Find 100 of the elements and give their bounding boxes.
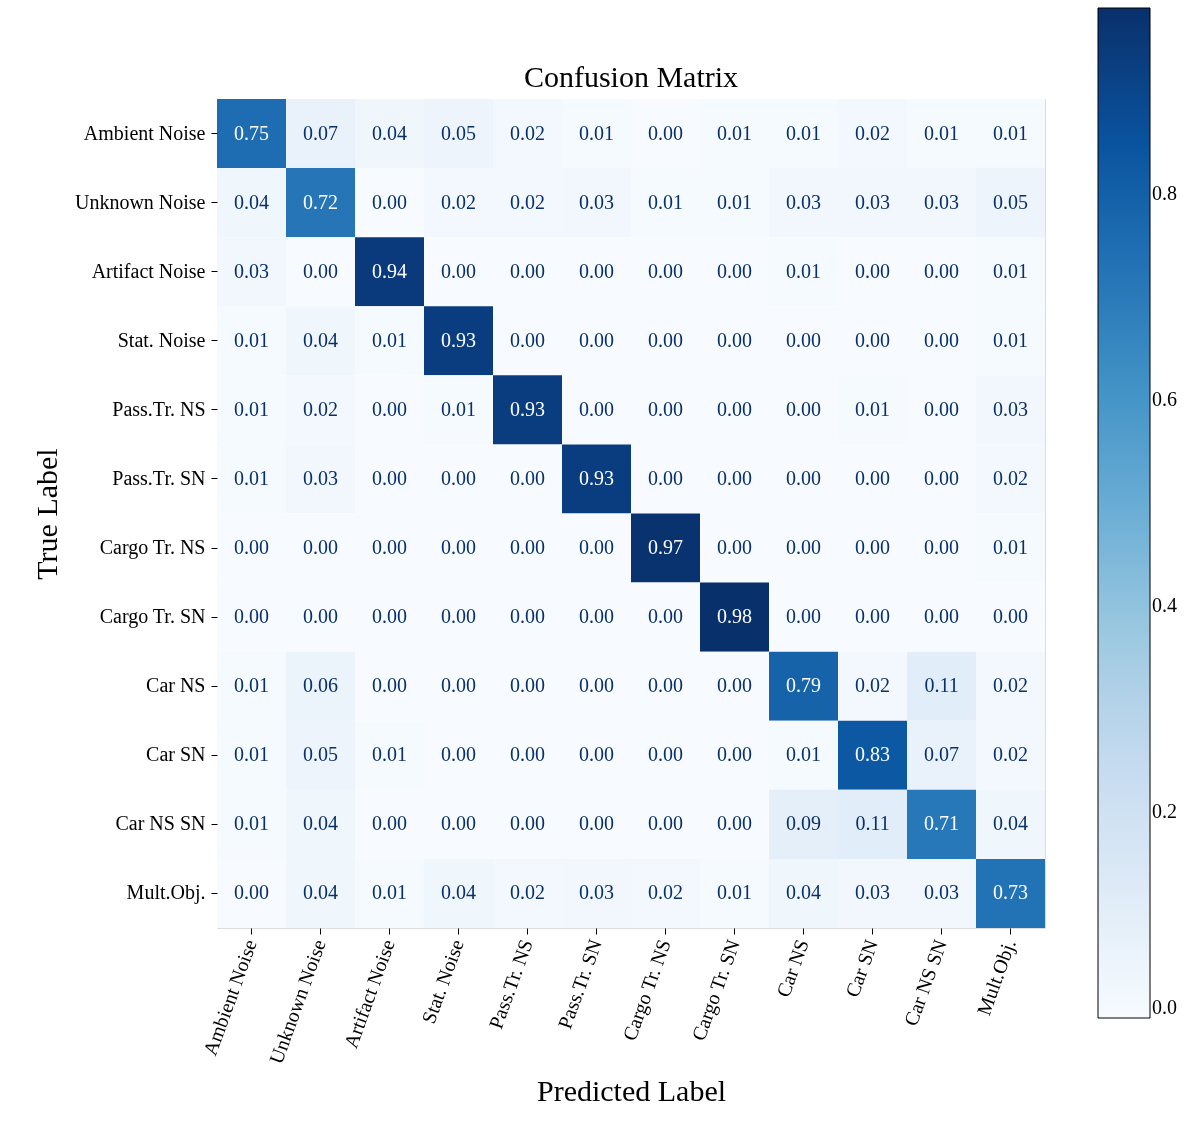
- data-label: 0.00: [717, 674, 752, 697]
- data-label: 0.02: [855, 121, 890, 144]
- data-label: 0.01: [234, 466, 269, 489]
- data-label: 0.03: [579, 190, 614, 213]
- data-label: 0.00: [717, 536, 752, 559]
- data-label: 0.01: [441, 397, 476, 420]
- data-label: 0.07: [303, 121, 338, 144]
- x-tick-label: Cargo Tr. NS: [618, 936, 676, 1044]
- data-label: 0.00: [786, 466, 821, 489]
- data-label: 0.00: [648, 121, 683, 144]
- data-label: 0.03: [855, 190, 890, 213]
- data-label: 0.00: [303, 536, 338, 559]
- data-label: 0.00: [648, 743, 683, 766]
- y-tick-label: Pass.Tr. NS: [112, 397, 206, 420]
- data-label: 0.97: [648, 536, 683, 559]
- x-tick-label: Car SN: [840, 936, 882, 1000]
- y-tick-label: Mult.Obj.: [126, 881, 206, 905]
- data-label: 0.06: [303, 674, 338, 697]
- data-label: 0.04: [234, 190, 269, 213]
- data-label: 0.02: [993, 743, 1028, 766]
- data-label: 0.00: [579, 259, 614, 282]
- data-label: 0.00: [648, 259, 683, 282]
- data-label: 0.00: [303, 605, 338, 628]
- data-label: 0.00: [855, 328, 890, 351]
- data-label: 0.00: [717, 812, 752, 835]
- y-tick-label: Car NS: [146, 674, 206, 697]
- color-bar-label: 0.6: [1152, 387, 1177, 410]
- y-axis-title: True Label: [29, 448, 63, 580]
- data-label: 0.00: [579, 812, 614, 835]
- data-label: 0.00: [510, 605, 545, 628]
- data-label: 0.01: [786, 743, 821, 766]
- data-label: 0.00: [648, 328, 683, 351]
- data-label: 0.11: [855, 812, 890, 835]
- data-label: 0.04: [303, 812, 338, 835]
- data-label: 0.11: [924, 674, 959, 697]
- data-label: 0.73: [993, 881, 1028, 904]
- data-label: 0.02: [993, 674, 1028, 697]
- data-label: 0.00: [786, 605, 821, 628]
- data-label: 0.01: [855, 397, 890, 420]
- data-label: 0.00: [786, 397, 821, 420]
- data-label: 0.01: [786, 121, 821, 144]
- x-tick-label: Pass.Tr. SN: [553, 936, 606, 1032]
- data-label: 0.00: [510, 674, 545, 697]
- data-label: 0.01: [372, 743, 407, 766]
- data-label: 0.00: [717, 397, 752, 420]
- data-label: 0.01: [786, 259, 821, 282]
- data-label: 0.00: [993, 605, 1028, 628]
- y-tick-label: Car NS SN: [115, 812, 206, 835]
- data-label: 0.00: [441, 466, 476, 489]
- data-label: 0.01: [648, 190, 683, 213]
- data-label: 0.00: [510, 466, 545, 489]
- data-label: 0.00: [855, 605, 890, 628]
- data-label: 0.02: [648, 881, 683, 904]
- data-label: 0.00: [579, 397, 614, 420]
- data-label: 0.72: [303, 190, 338, 213]
- data-label: 0.00: [303, 259, 338, 282]
- data-label: 0.00: [372, 812, 407, 835]
- data-label: 0.00: [924, 466, 959, 489]
- data-label: 0.00: [441, 536, 476, 559]
- y-tick-label: Cargo Tr. SN: [99, 605, 206, 629]
- y-tick-label: Cargo Tr. NS: [99, 536, 206, 560]
- data-label: 0.00: [372, 190, 407, 213]
- x-tick-label: Pass.Tr. NS: [484, 936, 537, 1032]
- data-label: 0.00: [579, 674, 614, 697]
- data-label: 0.00: [924, 536, 959, 559]
- data-label: 0.01: [234, 328, 269, 351]
- data-label: 0.00: [717, 259, 752, 282]
- y-tick-label: Car SN: [146, 743, 206, 766]
- data-label: 0.00: [648, 674, 683, 697]
- data-label: 0.01: [717, 121, 752, 144]
- data-label: 0.01: [234, 674, 269, 697]
- x-tick-label: Artifact Noise: [339, 936, 399, 1051]
- data-label: 0.01: [234, 812, 269, 835]
- data-label: 0.00: [441, 674, 476, 697]
- data-label: 0.00: [786, 328, 821, 351]
- data-label: 0.00: [855, 466, 890, 489]
- data-label: 0.00: [510, 743, 545, 766]
- data-label: 0.03: [855, 881, 890, 904]
- data-label: 0.03: [924, 190, 959, 213]
- data-label: 0.00: [648, 397, 683, 420]
- data-label: 0.05: [303, 743, 338, 766]
- data-label: 0.01: [234, 397, 269, 420]
- data-label: 0.93: [510, 397, 545, 420]
- data-label: 0.01: [993, 536, 1028, 559]
- data-label: 0.00: [234, 881, 269, 904]
- data-label: 0.00: [510, 259, 545, 282]
- y-tick-label: Unknown Noise: [74, 190, 206, 213]
- data-label: 0.00: [924, 605, 959, 628]
- x-tick-label: Stat. Noise: [417, 936, 468, 1027]
- color-bar-label: 0.8: [1152, 181, 1177, 204]
- data-label: 0.04: [441, 881, 476, 904]
- data-label: 0.04: [303, 881, 338, 904]
- y-tick-label: Ambient Noise: [83, 121, 206, 144]
- x-tick-label: Cargo Tr. SN: [687, 936, 745, 1044]
- data-label: 0.04: [993, 812, 1028, 835]
- data-label: 0.00: [510, 328, 545, 351]
- data-label: 0.00: [441, 605, 476, 628]
- data-label: 0.03: [303, 466, 338, 489]
- data-label: 0.03: [993, 397, 1028, 420]
- data-label: 0.04: [303, 328, 338, 351]
